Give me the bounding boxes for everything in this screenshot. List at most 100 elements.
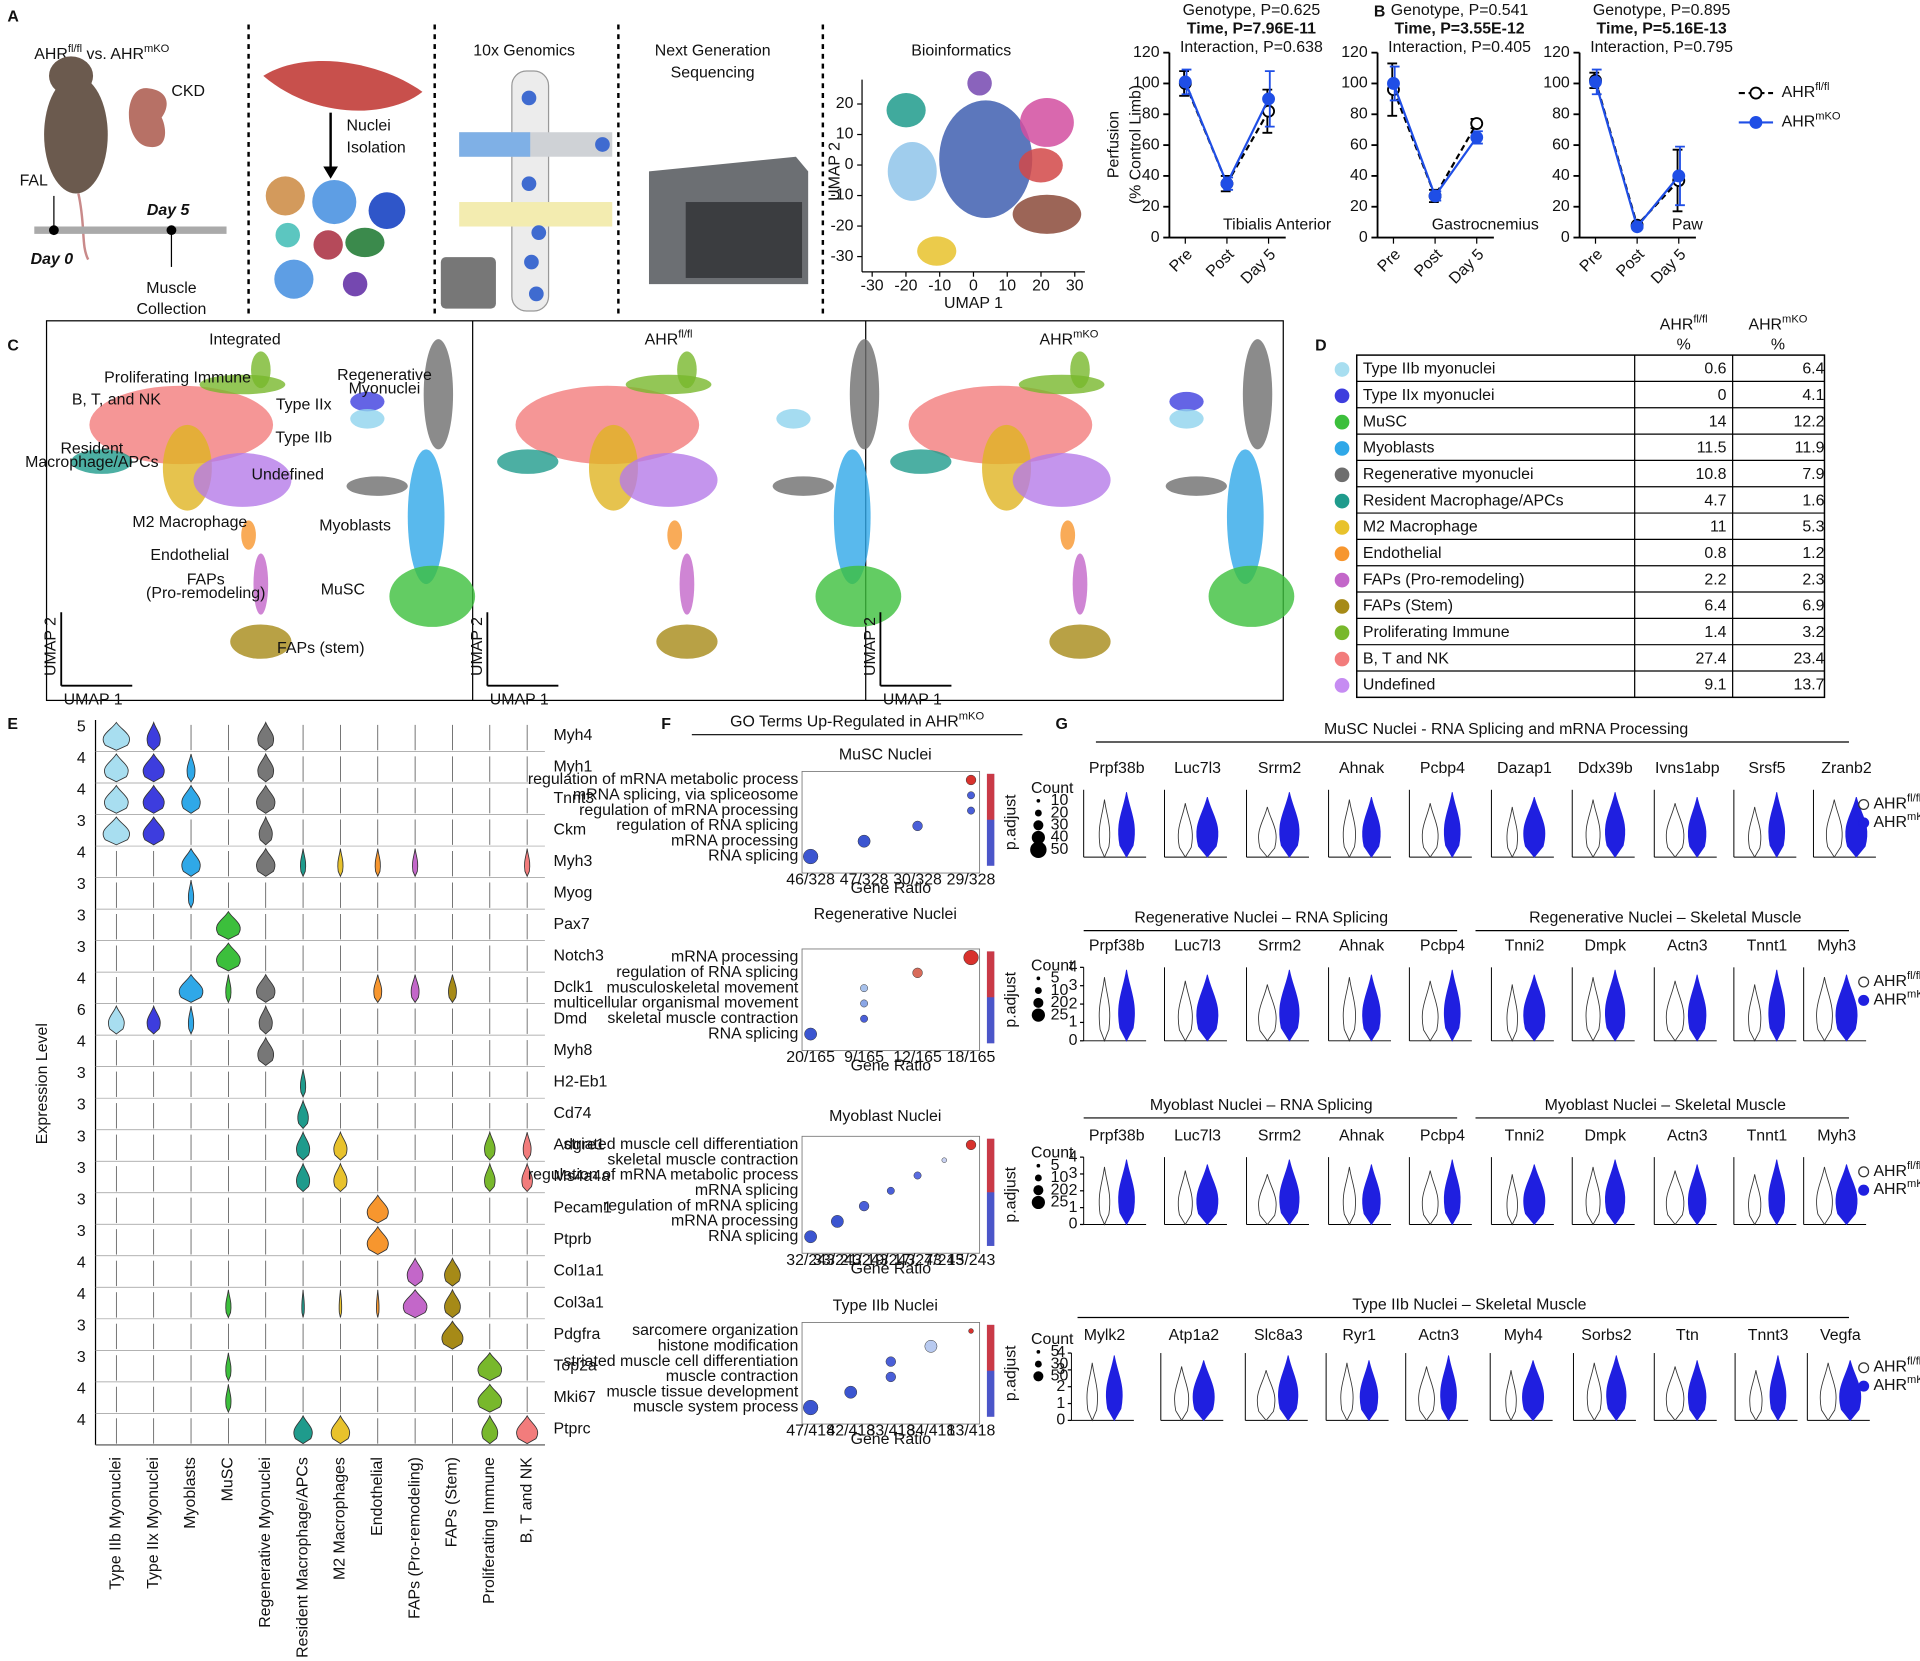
cluster <box>1072 553 1088 615</box>
violin <box>477 1351 503 1382</box>
y-tick-label: 0 <box>1151 229 1160 246</box>
tick-label: -30 <box>861 278 884 295</box>
violin <box>373 974 383 1004</box>
cluster <box>389 565 476 627</box>
x-tick-label: 17/243 <box>893 1252 942 1269</box>
cell: 5.3 <box>1802 519 1824 536</box>
dot <box>858 1200 870 1212</box>
legend-label: AHRmKO <box>1873 811 1920 831</box>
violin <box>521 1162 533 1193</box>
violin <box>258 815 273 846</box>
row-swatch <box>1334 362 1350 377</box>
cluster <box>849 339 880 450</box>
cell: 9.1 <box>1704 677 1726 694</box>
nucleus <box>345 227 385 258</box>
violin <box>338 1289 343 1318</box>
gene-label: Pecam1 <box>553 1200 612 1217</box>
dot <box>885 1371 896 1383</box>
violin <box>406 1257 424 1287</box>
violin <box>516 1414 539 1445</box>
row-max-label: 3 <box>77 1223 86 1240</box>
bead <box>521 176 537 192</box>
term-label: muscle tissue development <box>607 1383 799 1400</box>
term-label: regulation of RNA splicing <box>616 817 798 834</box>
violin <box>104 753 129 783</box>
legend-marker <box>1858 1380 1870 1392</box>
superscript: fl/fl <box>678 328 692 340</box>
microfluidic-channel <box>511 70 550 312</box>
violin <box>300 848 307 878</box>
violin <box>1421 803 1439 858</box>
violin <box>258 1004 273 1035</box>
gene-label: Pcbp4 <box>1420 1128 1465 1145</box>
legend-dot <box>1033 997 1044 1008</box>
y-tick-label: 0 <box>1069 1216 1078 1233</box>
nucleus <box>265 176 305 216</box>
panel-title: Integrated <box>209 332 281 349</box>
cluster-label: FAPs <box>187 572 225 589</box>
plot-title: MuSC Nuclei <box>839 747 932 764</box>
violin <box>1279 969 1300 1042</box>
x-tick-label: FAPs (Pro-remodeling) <box>406 1457 423 1619</box>
legend-dot <box>1030 841 1047 858</box>
dot <box>860 984 869 993</box>
gene-label: Ddx39b <box>1578 760 1633 777</box>
cluster <box>656 624 718 659</box>
term-label: mRNA processing <box>671 832 798 849</box>
x-tick-label: 21/243 <box>840 1252 889 1269</box>
colorbar-title: p.adjust <box>1003 794 1020 850</box>
legend-marker <box>1858 1184 1870 1196</box>
x-tick-label: 15/243 <box>947 1252 996 1269</box>
gene-label: Tnni2 <box>1505 938 1545 955</box>
violin <box>1665 980 1685 1042</box>
gene-label: Actn3 <box>1667 938 1708 955</box>
superscript: mKO <box>144 43 170 55</box>
axis-label: UMAP 2 <box>862 617 879 676</box>
legend-dot <box>1031 1008 1045 1022</box>
gene-label: Ahnak <box>1339 760 1384 777</box>
panel-label: F <box>661 716 671 733</box>
cluster <box>89 385 274 465</box>
cluster <box>1169 408 1204 429</box>
dot <box>804 1027 817 1041</box>
cell: 7.9 <box>1802 466 1824 483</box>
violin <box>181 784 201 814</box>
violin <box>1665 1366 1685 1422</box>
violin <box>1585 1166 1601 1226</box>
y-tick-label: 60 <box>1350 136 1368 153</box>
marker <box>1220 177 1234 191</box>
row-label: Myoblasts <box>1363 440 1435 457</box>
column-header: AHRmKO <box>1748 314 1807 334</box>
violin <box>1816 977 1833 1042</box>
cluster <box>776 408 811 429</box>
chart-title: Time, P=3.55E-12 <box>1395 21 1525 38</box>
text-span: AHR <box>1782 84 1816 101</box>
cluster <box>886 93 926 128</box>
legend-title: Count <box>1031 780 1074 797</box>
superscript: fl/fl <box>1907 1356 1920 1368</box>
colorbar-bottom <box>986 1192 995 1246</box>
violin <box>1342 1166 1356 1226</box>
violin <box>1340 1362 1354 1422</box>
cell: 10.8 <box>1696 466 1727 483</box>
legend-marker <box>1858 1362 1870 1374</box>
cluster <box>423 339 454 450</box>
legend-marker <box>1858 1166 1870 1178</box>
cluster <box>1018 374 1105 395</box>
marker <box>1630 220 1644 234</box>
violin <box>1522 1360 1545 1422</box>
y-tick-label: 120 <box>1543 44 1570 61</box>
panel-title: AHRfl/fl <box>645 328 693 348</box>
gene-label: Myh1 <box>553 758 592 775</box>
row-max-label: 3 <box>77 1191 86 1208</box>
violin <box>1585 977 1601 1042</box>
axis-label: UMAP 2 <box>43 617 60 676</box>
row-label: Type IIx myonuclei <box>1363 387 1495 404</box>
violin <box>102 721 130 751</box>
violin <box>187 879 195 909</box>
legend-dot <box>1034 1174 1042 1182</box>
gene-label: Ptprc <box>553 1420 590 1437</box>
section-title: Type IIb Nuclei – Skeletal Muscle <box>1352 1296 1586 1313</box>
cell: 3.2 <box>1802 624 1824 641</box>
x-tick-label: Pre <box>1577 246 1607 276</box>
